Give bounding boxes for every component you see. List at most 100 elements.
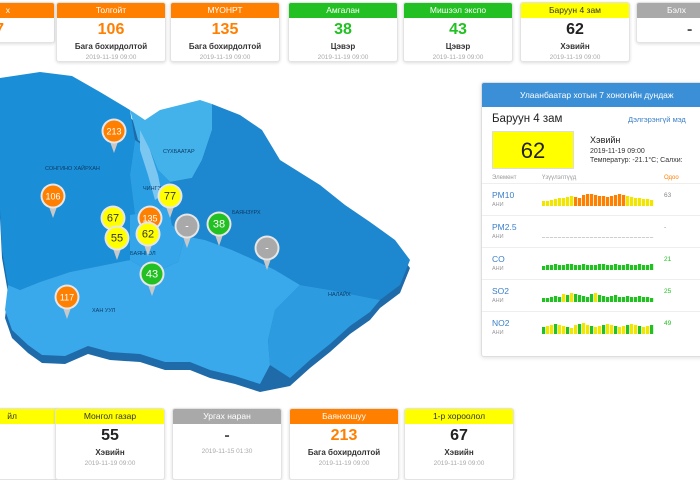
station-marker[interactable]: 117 — [54, 284, 80, 320]
panel-aqi-value: 62 — [492, 131, 574, 169]
district-khan-uul[interactable] — [5, 236, 300, 384]
trend-bar — [598, 264, 602, 270]
trend-bar — [618, 237, 622, 238]
marker-circle — [106, 227, 128, 249]
pollutant-row[interactable]: CO АНИ 21 29 — [482, 247, 700, 278]
trend-bar — [546, 298, 550, 302]
station-marker[interactable]: 38 — [206, 211, 232, 247]
station-marker[interactable]: - — [174, 213, 200, 249]
card-category: Цэвэр — [445, 42, 471, 51]
trend-bar — [582, 195, 586, 206]
station-marker[interactable]: 213 — [101, 118, 127, 154]
marker-circle — [102, 207, 124, 229]
pollutant-current: - — [664, 224, 667, 231]
marker-circle — [159, 185, 181, 207]
card-time: 2019-11-19 09:00 — [84, 460, 136, 467]
card-title: Ургах наран — [173, 409, 281, 424]
trend-bar — [558, 265, 562, 270]
pollutant-row[interactable]: PM10 АНИ 63 11 — [482, 183, 700, 214]
card-title: Бэлх — [637, 3, 700, 18]
trend-bar — [562, 294, 566, 302]
station-card[interactable]: МҮОНРТ 135 Бага бохирдолтой 2019-11-19 0… — [170, 2, 280, 62]
station-card[interactable]: Монгол газар 55 Хэвийн 2019-11-19 09:00 — [55, 408, 165, 480]
trend-bar — [578, 198, 582, 206]
station-marker[interactable]: 77 — [157, 183, 183, 219]
trend-bar — [586, 265, 590, 270]
trend-bar — [630, 197, 634, 206]
trend-bar — [650, 237, 654, 238]
panel-station-name: Баруун 4 зам — [492, 113, 563, 125]
pollutant-row[interactable]: PM2.5 АНИ - - — [482, 215, 700, 246]
trend-bar — [598, 196, 602, 206]
marker-value: 213 — [106, 127, 121, 137]
district-bayanzurkh[interactable] — [168, 104, 410, 300]
col-now: Одоо — [664, 175, 679, 181]
card-time: 2019-11-19 09:00 — [432, 54, 484, 61]
marker-value: 106 — [45, 192, 60, 202]
marker-value: 117 — [60, 293, 74, 303]
marker-circle — [42, 185, 64, 207]
station-marker[interactable]: 62 — [135, 221, 161, 257]
trend-bar — [590, 237, 594, 238]
details-link[interactable]: Дэлгэрэнгүй мэд — [628, 115, 686, 124]
station-card[interactable]: Бэлх - — [636, 2, 700, 43]
trend-bar — [554, 237, 558, 238]
station-card[interactable]: Мишээл экспо 43 Цэвэр 2019-11-19 09:00 — [403, 2, 513, 62]
station-card[interactable]: йл — [0, 408, 60, 480]
card-category: Хэвийн — [560, 42, 590, 51]
station-marker[interactable]: 43 — [139, 261, 165, 297]
card-aqi: - — [224, 427, 230, 444]
station-card[interactable]: Баруун 4 зам 62 Хэвийн 2019-11-19 09:00 — [520, 2, 630, 62]
marker-circle — [208, 213, 230, 235]
station-marker[interactable]: 55 — [104, 225, 130, 261]
trend-bar — [614, 326, 618, 334]
pollutant-row[interactable]: NO2 АНИ 49 75 — [482, 311, 700, 342]
trend-bar — [570, 237, 574, 238]
pollutant-name: NO2 — [492, 318, 510, 328]
district-sukhbaatar[interactable] — [130, 100, 212, 182]
station-card[interactable]: Баянхошуу 213 Бага бохирдолтой 2019-11-1… — [289, 408, 399, 480]
trend-bar — [570, 328, 574, 334]
station-card[interactable]: Ургах наран - 2019-11-15 01:30 — [172, 408, 282, 480]
trend-bar — [646, 326, 650, 334]
trend-bar — [582, 264, 586, 270]
district-songino-khairkhan[interactable] — [0, 72, 135, 290]
card-aqi: 38 — [334, 21, 352, 38]
card-aqi: 62 — [566, 21, 584, 38]
trend-bar — [554, 296, 558, 302]
station-marker[interactable]: - — [254, 235, 280, 271]
trend-bar — [610, 237, 614, 238]
card-aqi: 67 — [450, 427, 468, 444]
pollutant-unit: АНИ — [492, 202, 504, 208]
card-category: Цэвэр — [330, 42, 356, 51]
pollutant-unit: АНИ — [492, 266, 504, 272]
station-card[interactable]: Амгалан 38 Цэвэр 2019-11-19 09:00 — [288, 2, 398, 62]
trend-bar — [606, 265, 610, 270]
trend-bar — [578, 295, 582, 302]
station-card[interactable]: Толгойт 106 Бага бохирдолтой 2019-11-19 … — [56, 2, 166, 62]
district-nalaikh[interactable] — [268, 285, 380, 378]
trend-bar — [618, 194, 622, 206]
station-card[interactable]: х 7 — [0, 2, 55, 43]
marker-circle — [103, 120, 125, 142]
trend-bar — [646, 237, 650, 238]
trend-bar — [594, 327, 598, 334]
pollutant-row[interactable]: SO2 АНИ 25 58 — [482, 279, 700, 310]
station-marker[interactable]: 106 — [40, 183, 66, 219]
card-aqi: 106 — [97, 21, 125, 38]
trend-bar — [634, 297, 638, 302]
pollutant-current: 63 — [664, 192, 672, 199]
trend-bar — [622, 326, 626, 334]
station-card[interactable]: 1-р хороолол 67 Хэвийн 2019-11-19 09:00 — [404, 408, 514, 480]
trend-bars — [542, 293, 654, 302]
card-title: Монгол газар — [56, 409, 164, 424]
marker-layer: 213 106 77 67 135 - 38 55 62 - 43 117 — [40, 118, 280, 320]
card-category: Бага бохирдолтой — [74, 42, 148, 51]
marker-circle — [256, 237, 278, 259]
marker-circle — [56, 286, 78, 308]
trend-bar — [550, 200, 554, 206]
trend-bar — [542, 237, 546, 238]
card-title: йл — [0, 409, 59, 424]
trend-bars — [542, 237, 654, 238]
